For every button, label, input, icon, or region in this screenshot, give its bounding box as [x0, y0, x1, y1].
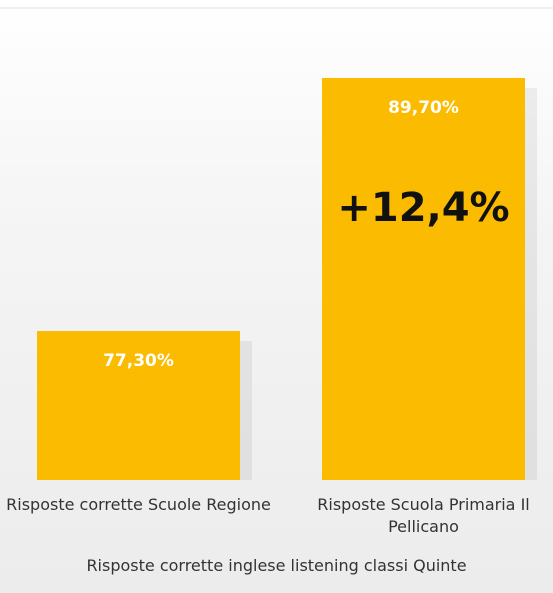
x-axis-title: Risposte corrette inglese listening clas…	[86, 556, 467, 575]
bar-shadow	[525, 87, 537, 480]
bar	[322, 77, 525, 480]
value-label: 77,30%	[103, 351, 174, 371]
value-label: 89,70%	[388, 98, 459, 118]
x-tick-label: Risposte corrette Scuole Regione	[6, 495, 271, 514]
x-tick-label: Risposte Scuola Primaria Il Pellicano	[317, 495, 530, 536]
annotation: +12,4%	[337, 185, 509, 231]
bar	[37, 331, 240, 480]
bar-shadow	[240, 341, 252, 480]
